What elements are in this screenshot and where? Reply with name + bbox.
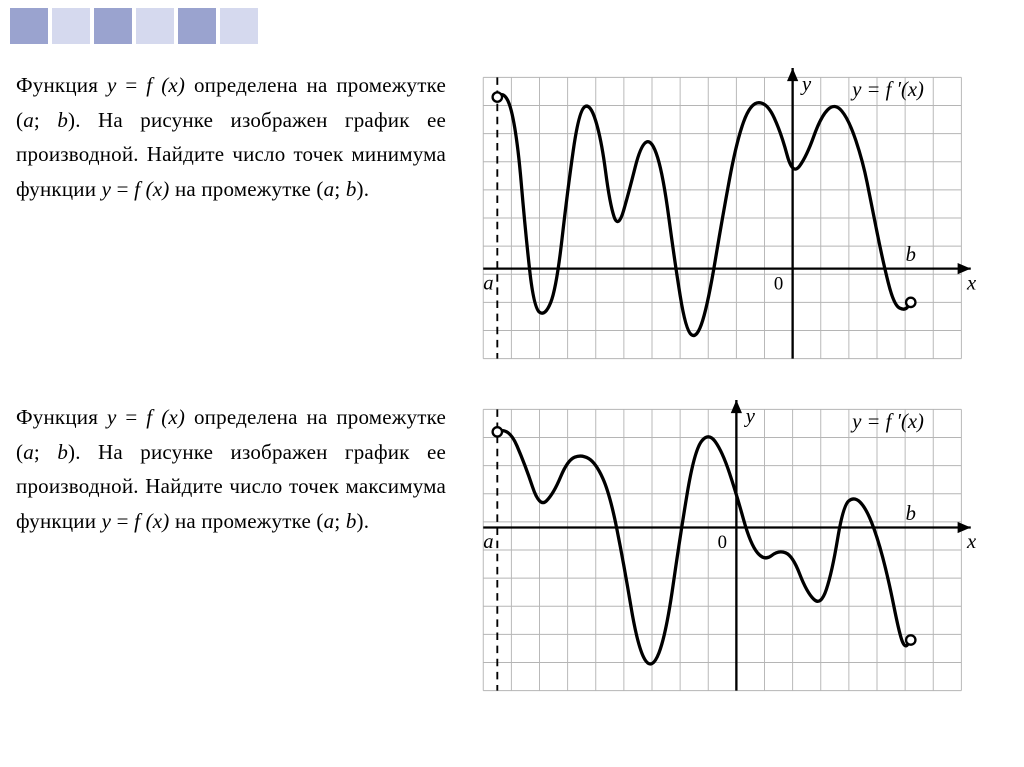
text: ;: [334, 177, 346, 201]
svg-text:0: 0: [718, 532, 727, 553]
var: b: [57, 440, 68, 464]
decor-box: [94, 8, 132, 44]
var: a: [23, 108, 34, 132]
text: ;: [34, 440, 57, 464]
chart-2-wrap: y x 0 a b y = f ′(x): [446, 400, 1008, 700]
svg-text:x: x: [966, 531, 976, 553]
svg-text:a: a: [483, 272, 493, 294]
decor-box: [10, 8, 48, 44]
chart-2: y x 0 a b y = f ′(x): [467, 400, 987, 700]
decor-box: [220, 8, 258, 44]
decor-box: [52, 8, 90, 44]
var: b: [346, 177, 357, 201]
fn: f (x): [134, 509, 169, 533]
var: y: [102, 509, 112, 533]
var: a: [324, 177, 335, 201]
var: a: [324, 509, 335, 533]
text: на промежутке (: [175, 509, 324, 533]
svg-text:y: y: [800, 74, 812, 96]
svg-text:b: b: [906, 244, 916, 266]
text: на промежутке (: [175, 177, 324, 201]
var: b: [346, 509, 357, 533]
decor-box: [136, 8, 174, 44]
decor-strip: [0, 0, 1024, 60]
var: b: [57, 108, 68, 132]
svg-text:y: y: [744, 406, 756, 428]
problem-2-text: Функция y = f (x) определена на промежут…: [16, 400, 446, 700]
svg-text:0: 0: [774, 273, 783, 294]
problem-1-text: Функция y = f (x) определена на промежут…: [16, 68, 446, 368]
var: y: [102, 177, 112, 201]
var: y: [107, 73, 117, 97]
svg-text:b: b: [906, 503, 916, 525]
decor-box: [178, 8, 216, 44]
fn: f (x): [146, 405, 185, 429]
text: ;: [334, 509, 346, 533]
text: Функция: [16, 405, 107, 429]
chart-1: y x 0 a b y = f ′(x): [467, 68, 987, 368]
svg-text:y = f ′(x): y = f ′(x): [850, 79, 924, 101]
problem-1: Функция y = f (x) определена на промежут…: [0, 60, 1024, 392]
svg-text:a: a: [483, 531, 493, 553]
fn: f (x): [134, 177, 169, 201]
text: ).: [357, 509, 370, 533]
problem-2: Функция y = f (x) определена на промежут…: [0, 392, 1024, 724]
fn: f (x): [146, 73, 185, 97]
svg-text:y = f ′(x): y = f ′(x): [850, 411, 924, 433]
chart-1-wrap: y x 0 a b y = f ′(x): [446, 68, 1008, 368]
var: a: [23, 440, 34, 464]
text: Функция: [16, 73, 107, 97]
svg-text:x: x: [966, 272, 976, 294]
var: y: [107, 405, 117, 429]
text: ).: [357, 177, 370, 201]
text: ;: [34, 108, 57, 132]
